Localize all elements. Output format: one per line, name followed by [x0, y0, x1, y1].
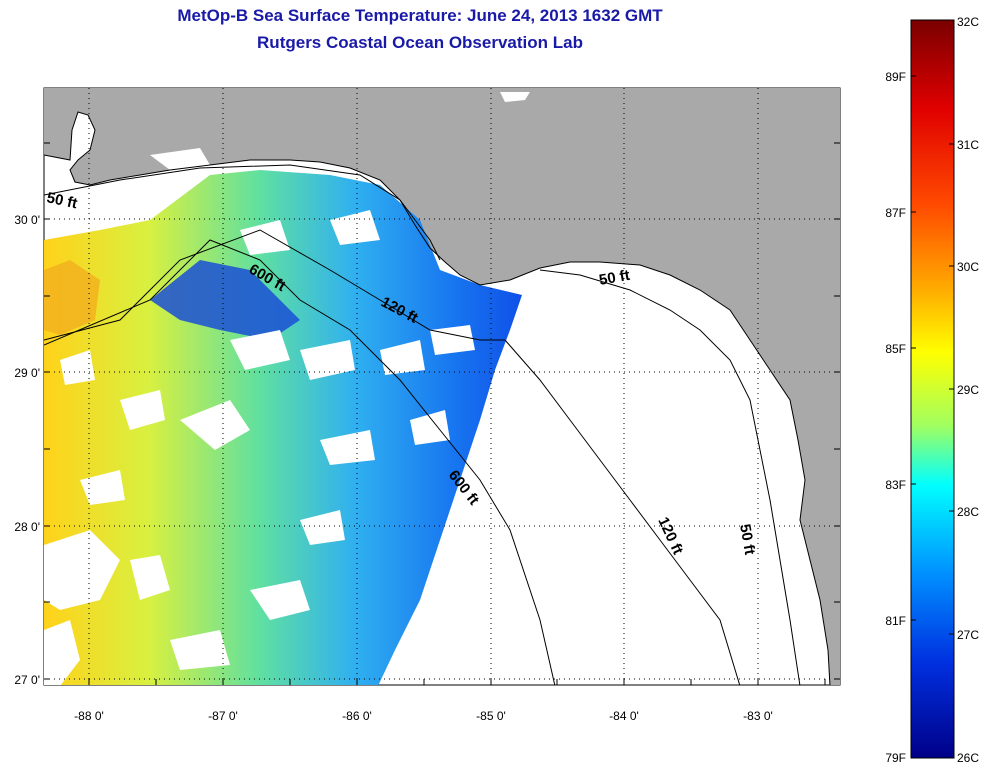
- celsius-label: 29C: [957, 383, 979, 397]
- celsius-label: 31C: [957, 138, 979, 152]
- fahrenheit-label: 85F: [885, 342, 906, 356]
- fahrenheit-label: 83F: [885, 478, 906, 492]
- celsius-label: 28C: [957, 505, 979, 519]
- fahrenheit-label: 81F: [885, 614, 906, 628]
- contour-120ft: [44, 229, 505, 341]
- map-title: MetOp-B Sea Surface Temperature: June 24…: [177, 6, 663, 25]
- warm-patch: [44, 260, 100, 335]
- bay-area: [500, 92, 530, 102]
- lon-label: -88 0': [74, 709, 104, 723]
- contour-50ft-east: [539, 269, 801, 685]
- depth-label: 50 ft: [598, 267, 631, 289]
- lon-label: -86 0': [342, 709, 372, 723]
- bay-area: [150, 148, 210, 170]
- contour-600ft: [44, 239, 556, 685]
- fahrenheit-label: 79F: [885, 751, 906, 765]
- contour-50ft: [44, 164, 441, 261]
- lat-label: 29 0': [14, 366, 40, 380]
- coastline: [44, 111, 831, 685]
- cold-streak: [150, 260, 300, 340]
- depth-label: 50 ft: [736, 523, 758, 556]
- lon-label: -87 0': [208, 709, 238, 723]
- celsius-label: 30C: [957, 260, 979, 274]
- lon-label: -85 0': [476, 709, 506, 723]
- celsius-label: 32C: [957, 15, 979, 29]
- lat-label: 27 0': [14, 673, 40, 687]
- map-subtitle: Rutgers Coastal Ocean Observation Lab: [257, 33, 583, 52]
- colorbar-scale: [910, 19, 955, 759]
- contour-120ft-east: [504, 339, 741, 685]
- lon-label: -83 0': [743, 709, 773, 723]
- colorbar-ticks: [911, 75, 954, 635]
- depth-label: 50 ft: [45, 189, 79, 212]
- lat-label: 28 0': [14, 520, 40, 534]
- land-area: [44, 88, 840, 685]
- celsius-label: 26C: [957, 751, 979, 765]
- celsius-label: 27C: [957, 628, 979, 642]
- lon-label: -84 0': [609, 709, 639, 723]
- axis-ticks: [44, 142, 840, 685]
- cloud-gaps: [44, 210, 475, 685]
- lat-label: 30 0': [14, 213, 40, 227]
- fahrenheit-label: 89F: [885, 70, 906, 84]
- fahrenheit-label: 87F: [885, 206, 906, 220]
- depth-contours: [44, 164, 801, 685]
